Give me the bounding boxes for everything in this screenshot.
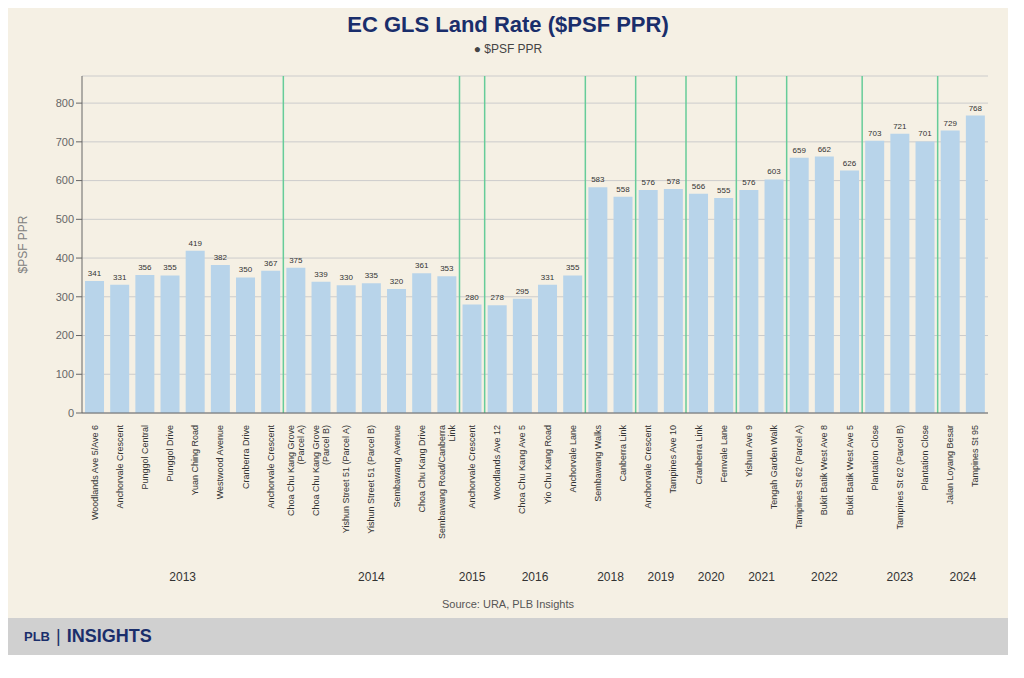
svg-text:0: 0	[68, 407, 74, 419]
svg-text:295: 295	[516, 287, 530, 296]
svg-text:Woodlands Ave 12: Woodlands Ave 12	[492, 425, 502, 500]
svg-text:355: 355	[566, 263, 580, 272]
svg-text:Punggol Central: Punggol Central	[140, 425, 150, 490]
svg-text:Choa Chu Kang Drive: Choa Chu Kang Drive	[417, 425, 427, 513]
svg-text:2016: 2016	[522, 570, 549, 584]
svg-text:576: 576	[642, 178, 656, 187]
svg-text:Anchorvale Crescent: Anchorvale Crescent	[266, 425, 276, 509]
svg-text:375: 375	[289, 256, 303, 265]
svg-text:578: 578	[667, 177, 681, 186]
svg-text:2023: 2023	[887, 570, 914, 584]
svg-text:2022: 2022	[811, 570, 838, 584]
svg-text:500: 500	[56, 213, 74, 225]
svg-text:300: 300	[56, 291, 74, 303]
svg-text:2019: 2019	[647, 570, 674, 584]
svg-text:700: 700	[56, 136, 74, 148]
svg-text:100: 100	[56, 368, 74, 380]
svg-text:583: 583	[591, 175, 605, 184]
svg-text:355: 355	[163, 263, 177, 272]
svg-text:Bukit Batik West Ave 5: Bukit Batik West Ave 5	[845, 425, 855, 515]
svg-text:Jalan Loyang Besar: Jalan Loyang Besar	[945, 425, 955, 505]
svg-text:Anchorvale Crescent: Anchorvale Crescent	[643, 425, 653, 509]
svg-text:729: 729	[944, 119, 958, 128]
svg-text:662: 662	[818, 145, 832, 154]
svg-text:Yishun Street 51 (Parcel A): Yishun Street 51 (Parcel A)	[341, 425, 351, 533]
svg-text:331: 331	[113, 273, 127, 282]
svg-text:350: 350	[239, 265, 253, 274]
svg-text:339: 339	[314, 270, 328, 279]
svg-text:800: 800	[56, 97, 74, 109]
svg-text:Anchorvale Lane: Anchorvale Lane	[568, 425, 578, 493]
svg-text:382: 382	[214, 253, 228, 262]
html-text:Source: URA, PLB Insights: Source: URA, PLB Insights	[442, 598, 574, 610]
svg-text:603: 603	[767, 167, 781, 176]
svg-text:Plantation Close: Plantation Close	[870, 425, 880, 491]
svg-text:626: 626	[843, 159, 857, 168]
svg-text:Sembawang Walks: Sembawang Walks	[593, 425, 603, 502]
svg-text:335: 335	[365, 271, 379, 280]
svg-text:Tampines St 62 (Parcel B): Tampines St 62 (Parcel B)	[895, 425, 905, 530]
svg-text:Tengah Garden Walk: Tengah Garden Walk	[769, 425, 779, 510]
svg-text:Tampines St 62 (Parcel A): Tampines St 62 (Parcel A)	[794, 425, 804, 529]
html-text:EC GLS Land Rate ($PSF PPR): EC GLS Land Rate ($PSF PPR)	[347, 12, 669, 37]
svg-text:280: 280	[465, 293, 479, 302]
svg-text:Woodlands Ave 5/Ave 6: Woodlands Ave 5/Ave 6	[90, 425, 100, 520]
svg-text:659: 659	[793, 146, 807, 155]
svg-text:331: 331	[541, 273, 555, 282]
svg-text:555: 555	[717, 186, 731, 195]
svg-text:Plantation Close: Plantation Close	[920, 425, 930, 491]
svg-text:558: 558	[616, 185, 630, 194]
svg-text:Westwood Avenue: Westwood Avenue	[215, 425, 225, 499]
svg-text:Tampines St 95: Tampines St 95	[970, 425, 980, 487]
svg-text:356: 356	[138, 263, 152, 272]
svg-text:566: 566	[692, 182, 706, 191]
svg-text:Yishun Ave 9: Yishun Ave 9	[744, 425, 754, 477]
svg-text:Fernvale Lane: Fernvale Lane	[719, 425, 729, 483]
svg-text:721: 721	[893, 122, 907, 131]
svg-text:2021: 2021	[748, 570, 775, 584]
svg-text:2014: 2014	[358, 570, 385, 584]
svg-text:367: 367	[264, 259, 278, 268]
svg-text:400: 400	[56, 252, 74, 264]
svg-text:Yuan Ching Road: Yuan Ching Road	[190, 425, 200, 496]
svg-text:Yio Chu Kang Road: Yio Chu Kang Road	[543, 425, 553, 504]
svg-text:$PSF PPR: $PSF PPR	[16, 215, 30, 273]
svg-text:Choa Chu Kang Ave 5: Choa Chu Kang Ave 5	[517, 425, 527, 514]
svg-text:2024: 2024	[949, 570, 976, 584]
svg-text:576: 576	[742, 178, 756, 187]
svg-text:600: 600	[56, 174, 74, 186]
svg-text:Sembawang Road/CanberraLink: Sembawang Road/CanberraLink	[437, 425, 457, 540]
svg-text:Cranberra Drive: Cranberra Drive	[241, 425, 251, 489]
svg-text:278: 278	[491, 293, 505, 302]
svg-text:419: 419	[189, 239, 203, 248]
svg-text:2015: 2015	[459, 570, 486, 584]
svg-text:2020: 2020	[698, 570, 725, 584]
html-text:PLB | INSIGHTS: PLB | INSIGHTS	[24, 626, 152, 646]
svg-text:353: 353	[440, 264, 454, 273]
html-text:● $PSF PPR: ● $PSF PPR	[473, 42, 543, 56]
svg-text:Yishun Street 51 (Parcel B): Yishun Street 51 (Parcel B)	[366, 425, 376, 534]
svg-text:Cranberra Link: Cranberra Link	[694, 425, 704, 485]
svg-text:Tampines Ave 10: Tampines Ave 10	[668, 425, 678, 493]
svg-text:701: 701	[918, 129, 932, 138]
svg-text:Punggol Drive: Punggol Drive	[165, 425, 175, 482]
svg-text:703: 703	[868, 129, 882, 138]
svg-text:200: 200	[56, 329, 74, 341]
svg-text:361: 361	[415, 261, 429, 270]
svg-text:Choa Chu Kang Grove(Parcel B): Choa Chu Kang Grove(Parcel B)	[311, 425, 331, 516]
svg-text:Anchorvale Crescent: Anchorvale Crescent	[115, 425, 125, 509]
svg-text:Anchorvale Crescent: Anchorvale Crescent	[467, 425, 477, 509]
svg-text:Choa Chu Kang Grove(Parcel A): Choa Chu Kang Grove(Parcel A)	[286, 425, 306, 516]
svg-text:2013: 2013	[169, 570, 196, 584]
svg-text:Canberra Link: Canberra Link	[618, 425, 628, 482]
svg-text:341: 341	[88, 269, 102, 278]
svg-text:Sembawang Avenue: Sembawang Avenue	[392, 425, 402, 507]
svg-text:768: 768	[969, 104, 983, 113]
svg-text:330: 330	[340, 273, 354, 282]
svg-text:Bukit Batik West Ave 8: Bukit Batik West Ave 8	[819, 425, 829, 515]
svg-text:2018: 2018	[597, 570, 624, 584]
svg-text:320: 320	[390, 277, 404, 286]
